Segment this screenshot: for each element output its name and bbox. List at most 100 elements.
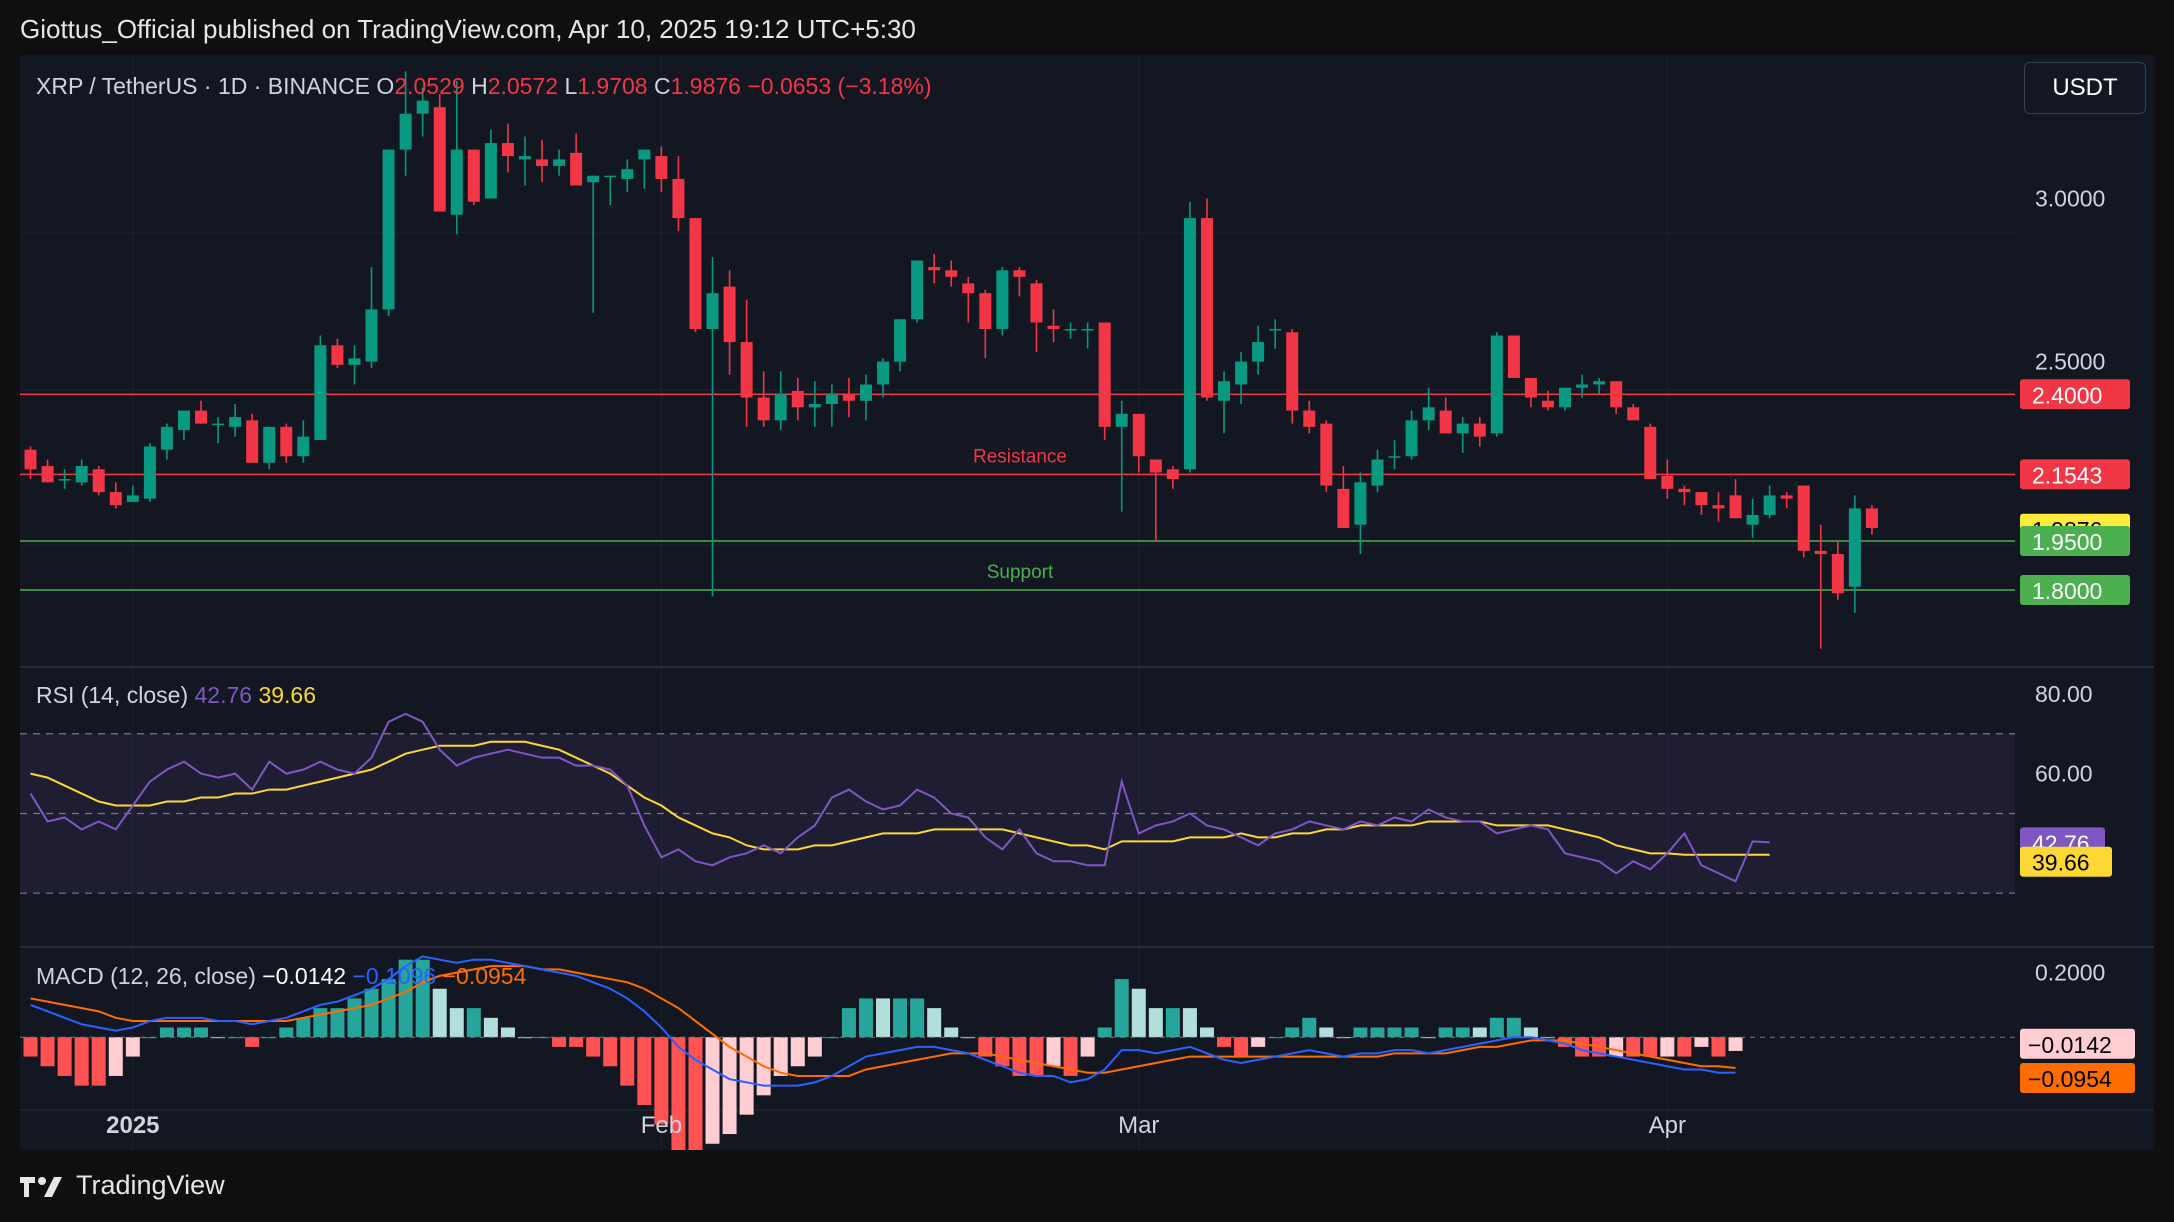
candle-body	[638, 149, 651, 160]
macd-histogram-bar	[739, 1037, 754, 1115]
candle-body	[1627, 407, 1640, 421]
candle-body	[1286, 332, 1299, 411]
candle-body	[365, 309, 378, 362]
rsi-ma-tag: 39.66	[2032, 850, 2090, 876]
candle-body	[1252, 342, 1265, 362]
candle-body	[774, 394, 787, 421]
rsi-ma-value: 39.66	[258, 682, 316, 708]
macd-histogram-bar	[40, 1037, 55, 1067]
macd-histogram-bar	[1575, 1037, 1590, 1057]
candle-body	[996, 270, 1009, 330]
candle-body	[928, 267, 941, 271]
candle-body	[1388, 456, 1401, 458]
time-axis-label: Apr	[1649, 1112, 1686, 1139]
candle-body	[177, 410, 190, 431]
candle-body	[1132, 413, 1145, 457]
candle-body	[1763, 495, 1776, 515]
macd-histogram-bar	[637, 1037, 652, 1105]
macd-histogram-bar	[620, 1037, 635, 1086]
candle-body	[553, 159, 566, 166]
symbol-pair: XRP / TetherUS · 1D · BINANCE	[36, 73, 376, 99]
rsi-line	[29, 712, 1770, 883]
macd-histogram-bar	[1711, 1037, 1726, 1057]
candle-body	[297, 436, 310, 457]
macd-histogram-bar	[1046, 1037, 1061, 1067]
macd-axis-tick: 0.2000	[2035, 960, 2105, 986]
h-value: 2.0572	[488, 73, 565, 99]
price-tick: 3.0000	[2035, 186, 2105, 212]
macd-histogram-bar	[108, 1037, 123, 1076]
macd-signal-tag: −0.0954	[2028, 1066, 2112, 1092]
candle-body	[808, 404, 821, 408]
macd-histogram-bar	[978, 1037, 993, 1057]
macd-histogram-bar	[807, 1037, 822, 1057]
macd-histogram-bar	[961, 1037, 976, 1039]
macd-histogram-bar	[705, 1037, 720, 1144]
macd-histogram-bar	[688, 1037, 703, 1154]
candle-body	[1371, 459, 1384, 486]
candle-body	[1218, 381, 1231, 401]
candle-body	[672, 178, 685, 219]
rsi-ma-tag-bg	[2020, 846, 2112, 877]
chart-area[interactable]: Resistance Support 3.0000 2.5000 2.4000 2.154…	[20, 55, 2154, 1154]
candle-body	[1507, 335, 1520, 378]
macd-histogram-bar	[995, 1037, 1010, 1067]
tradingview-logo-icon	[20, 1176, 62, 1197]
macd-title: MACD (12, 26, close) −0.0142 −0.1096 −0.…	[36, 963, 527, 989]
candle-body	[1013, 270, 1026, 277]
macd-histogram-bar	[569, 1037, 584, 1047]
candle-body	[331, 345, 344, 365]
macd-histogram-bar	[1404, 1027, 1419, 1038]
candle-body	[1303, 410, 1316, 427]
candle-body	[1422, 407, 1435, 421]
candle-body	[484, 143, 497, 199]
chart-canvas[interactable]: Resistance Support 3.0000 2.5000 2.4000 2.154…	[20, 55, 2154, 1154]
c-label: C	[654, 73, 671, 99]
macd-histogram-bar	[1285, 1027, 1300, 1038]
candle-body	[467, 149, 480, 202]
macd-histogram-bar	[228, 1037, 243, 1039]
macd-histogram-bar	[552, 1037, 567, 1047]
candle-body	[382, 149, 395, 310]
macd-histogram-bar	[313, 1008, 328, 1038]
macd-histogram-bar	[449, 1008, 464, 1038]
candle-body	[962, 283, 975, 294]
candle-body	[1695, 492, 1708, 506]
candle-body	[604, 175, 617, 178]
macd-histogram-bar	[1694, 1037, 1709, 1047]
macd-histogram-bar	[1472, 1027, 1487, 1038]
level-tag-1-8000-bg	[2020, 574, 2130, 605]
level-tag-2-4000: 2.4000	[2032, 382, 2102, 408]
macd-histogram-bar	[279, 1027, 294, 1038]
candle-body	[1831, 554, 1844, 594]
macd-histogram-bar	[1063, 1037, 1078, 1076]
candle-body	[1797, 485, 1810, 551]
macd-histogram-bar	[1370, 1027, 1385, 1038]
candle-body	[1064, 329, 1077, 331]
macd-histogram-bar	[790, 1037, 805, 1067]
macd-signal-line	[30, 965, 1736, 1077]
candle-body	[655, 156, 668, 179]
currency-button[interactable]: USDT	[2024, 62, 2146, 114]
candle-body	[1439, 410, 1452, 434]
candle-body	[1235, 361, 1248, 385]
o-value: 2.0529	[394, 73, 471, 99]
macd-histogram-bar	[1217, 1037, 1232, 1047]
macd-histogram-bar	[1114, 979, 1129, 1038]
rsi-band-fill	[20, 733, 2015, 894]
macd-title-text: MACD (12, 26, close)	[36, 963, 262, 989]
candle-body	[1865, 508, 1878, 528]
candle-body	[1593, 381, 1606, 385]
time-axis-label: Mar	[1118, 1112, 1159, 1139]
candle-body	[1524, 377, 1537, 398]
candle-body	[1814, 550, 1827, 555]
macd-histogram-bar	[1199, 1027, 1214, 1038]
rsi-axis-tick: 60.00	[2035, 761, 2093, 787]
candle-body	[706, 293, 719, 330]
macd-signal-tag-bg	[2020, 1062, 2135, 1093]
candle-body	[1320, 423, 1333, 486]
macd-histogram-bar	[1421, 1037, 1436, 1039]
candle-body	[280, 426, 293, 457]
candle-body	[1047, 325, 1060, 330]
tradingview-logo[interactable]: TradingView	[20, 1170, 225, 1201]
